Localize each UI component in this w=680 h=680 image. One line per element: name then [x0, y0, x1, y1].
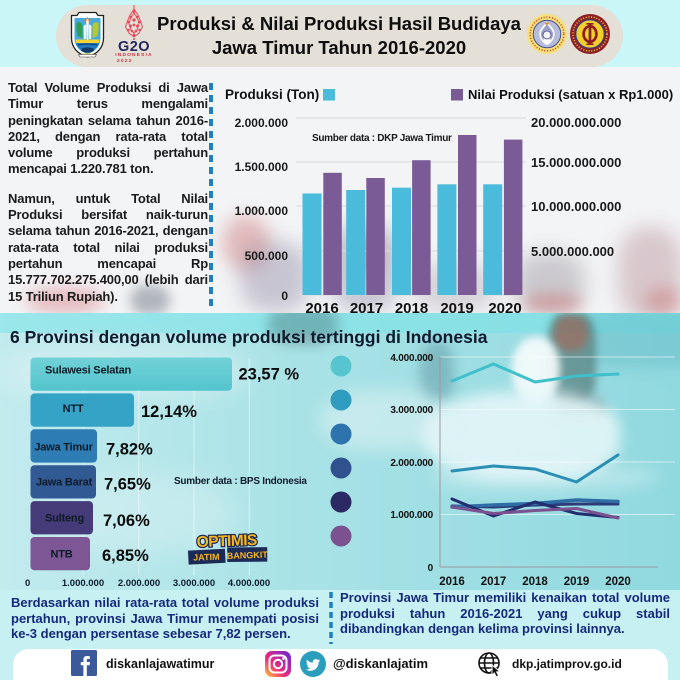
svg-text:3.000.000: 3.000.000 — [173, 578, 215, 589]
svg-text:20.000.000.000: 20.000.000.000 — [531, 115, 621, 130]
svg-text:2.000.000: 2.000.000 — [118, 578, 160, 589]
svg-text:6,85%: 6,85% — [102, 547, 149, 565]
svg-text:NTB: NTB — [50, 548, 72, 560]
svg-text:Sulteng: Sulteng — [45, 513, 84, 525]
svg-text:Produksi (Ton): Produksi (Ton) — [225, 87, 319, 102]
svg-text:2020: 2020 — [488, 300, 521, 317]
svg-text:5.000.000.000: 5.000.000.000 — [531, 244, 614, 259]
svg-text:2018: 2018 — [522, 576, 548, 588]
svg-text:0: 0 — [281, 289, 288, 303]
svg-text:BANGKIT: BANGKIT — [227, 550, 268, 561]
svg-text:OPTIMIS: OPTIMIS — [196, 532, 257, 551]
svg-text:NTT: NTT — [63, 403, 84, 415]
svg-text:3.000.000: 3.000.000 — [390, 405, 433, 416]
svg-text:Sumber data : BPS Indonesia: Sumber data : BPS Indonesia — [174, 476, 307, 487]
svg-text:7,82%: 7,82% — [106, 441, 153, 459]
svg-text:4.000.000: 4.000.000 — [390, 353, 433, 364]
svg-text:Jawa Timur: Jawa Timur — [34, 441, 93, 453]
svg-text:JATIM: JATIM — [193, 552, 220, 563]
svg-text:2017: 2017 — [481, 576, 507, 588]
svg-text:10.000.000.000: 10.000.000.000 — [531, 199, 621, 214]
svg-text:2017: 2017 — [350, 300, 383, 317]
svg-text:1.000.000: 1.000.000 — [62, 578, 104, 589]
svg-text:12,14%: 12,14% — [141, 403, 197, 421]
svg-text:1.000.000: 1.000.000 — [390, 510, 433, 521]
svg-text:7,06%: 7,06% — [103, 512, 150, 530]
svg-text:2016: 2016 — [305, 300, 338, 317]
svg-text:2.000.000: 2.000.000 — [390, 458, 433, 469]
svg-text:23,57 %: 23,57 % — [239, 365, 300, 383]
svg-text:Sulawesi Selatan: Sulawesi Selatan — [45, 365, 132, 377]
svg-text:1.500.000: 1.500.000 — [235, 160, 289, 174]
svg-text:2020: 2020 — [605, 576, 631, 588]
svg-text:2.000.000: 2.000.000 — [235, 116, 289, 130]
svg-text:500.000: 500.000 — [245, 249, 289, 263]
svg-text:Jawa Barat: Jawa Barat — [36, 477, 93, 489]
svg-text:0: 0 — [428, 563, 434, 574]
svg-text:Nilai Produksi (satuan x Rp1.0: Nilai Produksi (satuan x Rp1.000) — [468, 87, 673, 102]
svg-text:2016: 2016 — [439, 576, 465, 588]
svg-text:1.000.000: 1.000.000 — [235, 204, 289, 218]
svg-text:2019: 2019 — [440, 300, 473, 317]
svg-text:15.000.000.000: 15.000.000.000 — [531, 155, 621, 170]
svg-text:7,65%: 7,65% — [104, 476, 151, 494]
svg-text:2018: 2018 — [395, 300, 428, 317]
svg-text:Sumber data : DKP Jawa Timur: Sumber data : DKP Jawa Timur — [312, 133, 452, 144]
svg-text:2019: 2019 — [564, 576, 590, 588]
svg-text:4.000.000: 4.000.000 — [228, 578, 270, 589]
svg-text:0: 0 — [25, 578, 30, 589]
